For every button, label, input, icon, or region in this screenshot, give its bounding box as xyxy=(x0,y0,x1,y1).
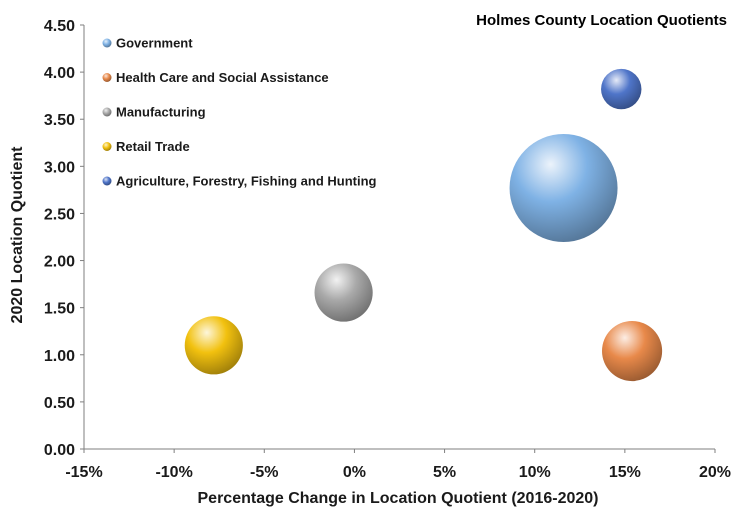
y-tick-label: 0.00 xyxy=(44,442,75,459)
legend: Government Health Care and Social Assista… xyxy=(102,36,377,189)
y-tick-label: 1.50 xyxy=(44,301,75,318)
legend-marker xyxy=(102,107,112,117)
y-tick-label: 1.00 xyxy=(44,348,75,365)
bubble-2 xyxy=(602,320,663,382)
y-tick-label: 0.50 xyxy=(44,395,75,412)
x-tick-label: 10% xyxy=(519,464,551,481)
bubble-1 xyxy=(509,134,618,243)
y-tick-label: 2.00 xyxy=(44,254,75,271)
axes xyxy=(83,25,715,450)
x-axis-title: Percentage Change in Location Quotient (… xyxy=(198,490,599,507)
y-tick-labels: 0.00 0.50 1.00 1.50 2.00 2.50 3.00 3.50 4.00 4.50 xyxy=(44,18,84,459)
legend-marker xyxy=(102,73,112,82)
y-axis-title: 2020 Location Quotient xyxy=(9,146,26,324)
x-tick-label: -15% xyxy=(65,464,102,481)
legend-marker xyxy=(102,142,112,151)
legend-marker xyxy=(102,38,112,48)
y-tick-label: 2.50 xyxy=(44,206,75,223)
x-tick-label: 20% xyxy=(699,464,731,481)
legend-label: Agriculture, Forestry, Fishing and Hunti… xyxy=(116,174,377,189)
legend-label: Manufacturing xyxy=(116,105,206,120)
y-tick-label: 4.50 xyxy=(44,18,75,35)
x-tick-label: -5% xyxy=(250,464,278,481)
x-tick-label: -10% xyxy=(155,464,192,481)
bubble-4 xyxy=(184,316,243,375)
y-tick-label: 4.00 xyxy=(44,65,75,82)
y-tick-label: 3.00 xyxy=(44,159,75,176)
x-tick-label: 15% xyxy=(609,464,641,481)
y-tick-label: 3.50 xyxy=(44,112,75,129)
x-tick-labels: -15% -10% -5% 0% 5% 10% 15% 20% xyxy=(65,449,731,481)
bubble-5 xyxy=(601,68,642,110)
x-tick-label: 5% xyxy=(433,464,456,481)
chart-title: Holmes County Location Quotients xyxy=(476,12,727,29)
legend-label: Government xyxy=(116,36,193,51)
legend-label: Retail Trade xyxy=(116,139,190,154)
bubble-3 xyxy=(314,263,373,322)
legend-label: Health Care and Social Assistance xyxy=(116,70,329,85)
legend-marker xyxy=(102,176,112,186)
bubbles-layer xyxy=(184,68,663,382)
x-tick-label: 0% xyxy=(343,464,366,481)
